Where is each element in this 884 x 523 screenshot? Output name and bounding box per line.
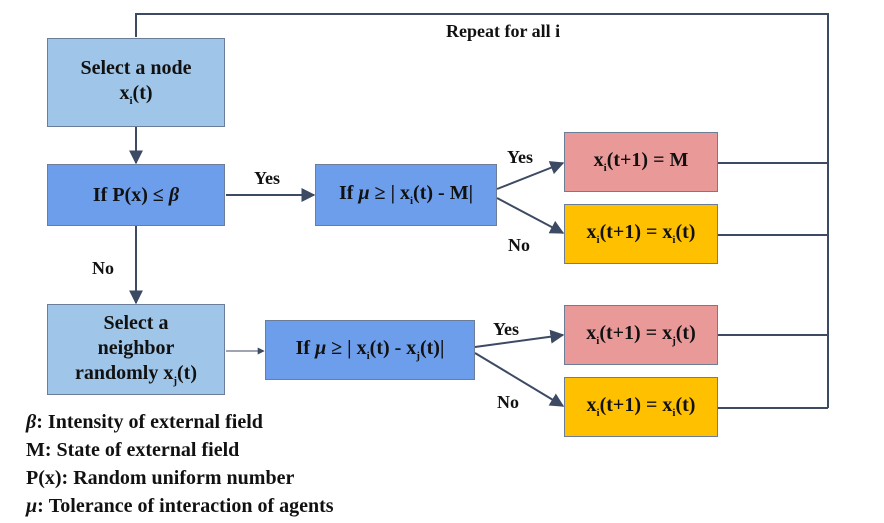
edge-label-no-1: No [92,258,114,278]
output-m-box: xi(t+1) = M [564,132,718,192]
legend-beta: β: Intensity of external field [26,411,263,433]
edge-label-yes-1: Yes [254,168,280,188]
loop-back-line [135,13,829,408]
output-xi-keep-box-2: xi(t+1) = xi(t) [564,377,718,437]
arrow-mu-m-no [496,197,565,234]
edge-label-yes-3: Yes [493,319,519,339]
select-node-line1: Select a node [80,57,192,80]
loop-label: Repeat for all i [446,21,561,41]
edge-label-no-2: No [508,235,530,255]
select-node-line2: xi(t) [119,82,153,108]
legend-px: P(x): Random uniform number [26,467,295,489]
if-mu-xj-box: If μ ≥ | xi(t) - xj(t)| [265,320,475,380]
arrow-mu-m-yes [496,161,565,190]
arrow-mu-xj-yes [474,329,565,348]
if-mu-m-box: If μ ≥ | xi(t) - M| [315,164,497,226]
legend-mu: μ: Tolerance of interaction of agents [26,495,334,517]
if-px-box: If P(x) ≤ β [47,164,225,226]
edge-label-no-3: No [497,392,519,412]
output-xj-box: xi(t+1) = xj(t) [564,305,718,365]
select-neighbor-box: Select a neighbor randomly xj(t) [47,304,225,395]
arrow-mu-xj-no [474,352,565,407]
legend-m: M: State of external field [26,439,240,461]
select-node-box: Select a node xi(t) [47,38,225,127]
output-xi-keep-box: xi(t+1) = xi(t) [564,204,718,264]
edge-label-yes-2: Yes [507,147,533,167]
